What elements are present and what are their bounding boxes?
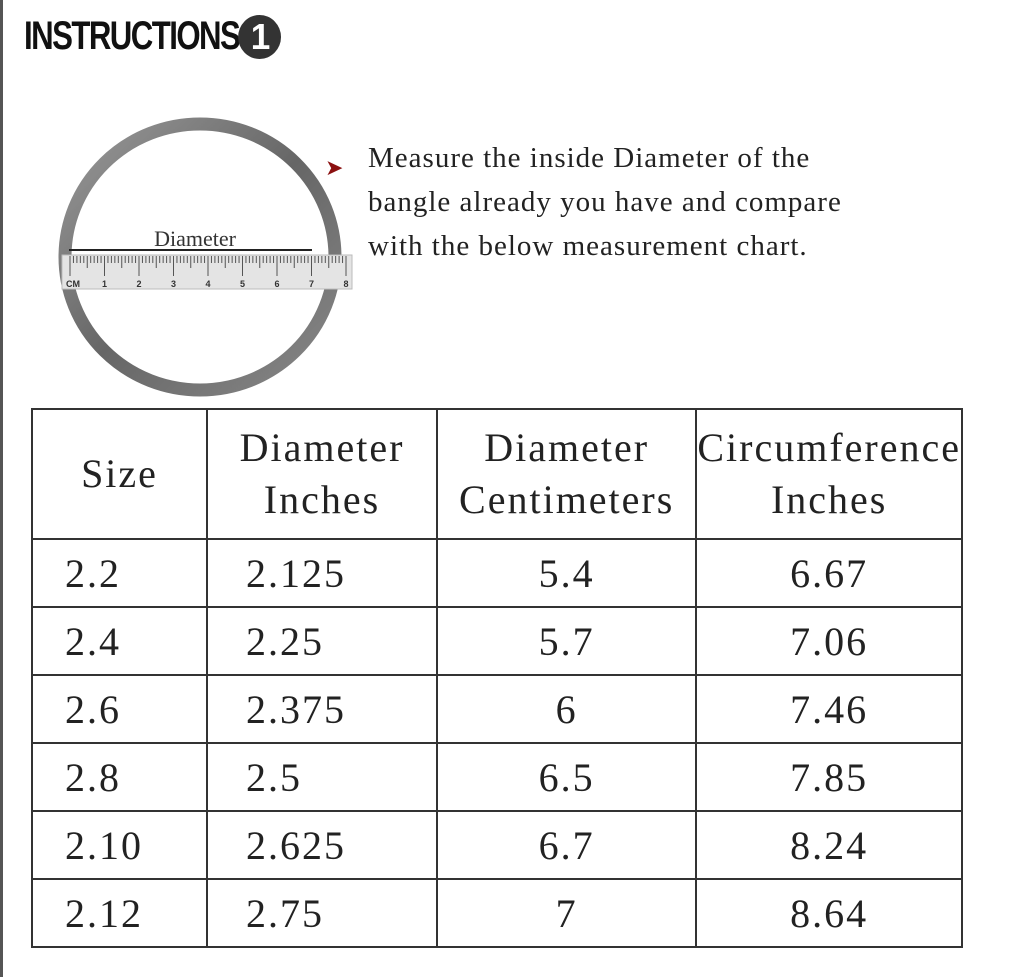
- header-line: Centimeters: [459, 477, 675, 522]
- header-line: Inches: [263, 477, 381, 522]
- circumference-inches-cell: 8.24: [695, 810, 963, 880]
- ruler-label: 1: [102, 279, 107, 289]
- instruction-text: ➤ Measure the inside Diameter of the ban…: [325, 136, 842, 268]
- size-cell: 2.10: [31, 810, 208, 880]
- table-row: 2.8 2.5 6.5 7.85: [31, 742, 963, 812]
- header-diameter-inches: Diameter Inches: [206, 408, 438, 540]
- size-cell: 2.8: [31, 742, 208, 812]
- table-row: 2.2 2.125 5.4 6.67: [31, 538, 963, 608]
- ruler: [61, 254, 353, 290]
- circumference-inches-cell: 7.85: [695, 742, 963, 812]
- diameter-inches-cell: 2.75: [206, 878, 438, 948]
- page-title: INSTRUCTIONS 1: [24, 14, 282, 59]
- diameter-label: Diameter: [154, 226, 237, 251]
- ruler-label: 6: [274, 279, 279, 289]
- step-number-badge: 1: [238, 14, 282, 59]
- header-line: Size: [81, 451, 158, 496]
- table-header-row: Size Diameter Inches Diameter Centimeters Cir…: [31, 408, 963, 540]
- ruler-unit: CM: [66, 279, 80, 289]
- instruction-line: bangle already you have and compare: [368, 186, 842, 218]
- circumference-inches-cell: 7.46: [695, 674, 963, 744]
- table-row: 2.10 2.625 6.7 8.24: [31, 810, 963, 880]
- circumference-inches-cell: 6.67: [695, 538, 963, 608]
- diameter-cm-cell: 6: [435, 674, 698, 744]
- title-text: INSTRUCTIONS: [24, 14, 241, 58]
- ruler-label: 3: [171, 279, 176, 289]
- diameter-inches-cell: 2.5: [206, 742, 438, 812]
- ruler-label: 2: [136, 279, 141, 289]
- diameter-inches-cell: 2.625: [206, 810, 438, 880]
- size-cell: 2.2: [31, 538, 208, 608]
- size-cell: 2.12: [31, 878, 208, 948]
- header-line: Inches: [770, 477, 888, 522]
- size-cell: 2.6: [31, 674, 208, 744]
- ruler-label: 5: [240, 279, 245, 289]
- size-chart-table: Size Diameter Inches Diameter Centimeters Cir…: [31, 408, 963, 948]
- header-size: Size: [31, 408, 208, 540]
- diameter-cm-cell: 5.4: [435, 538, 698, 608]
- circumference-inches-cell: 7.06: [695, 606, 963, 676]
- ruler-ticks: 1 2 3 4 5 6 7 8: [69, 256, 349, 289]
- diameter-cm-cell: 7: [435, 878, 698, 948]
- instruction-line: with the below measurement chart.: [368, 230, 808, 262]
- table-row: 2.12 2.75 7 8.64: [31, 878, 963, 948]
- diameter-cm-cell: 6.5: [435, 742, 698, 812]
- diameter-cm-cell: 6.7: [435, 810, 698, 880]
- instruction-line: Measure the inside Diameter of the: [368, 142, 811, 174]
- left-border: [0, 0, 3, 977]
- header-diameter-cm: Diameter Centimeters: [435, 408, 698, 540]
- size-cell: 2.4: [31, 606, 208, 676]
- diameter-inches-cell: 2.125: [206, 538, 438, 608]
- header-line: Diameter: [239, 425, 405, 470]
- circumference-inches-cell: 8.64: [695, 878, 963, 948]
- header-line: Diameter: [484, 425, 650, 470]
- table-row: 2.6 2.375 6 7.46: [31, 674, 963, 744]
- diameter-cm-cell: 5.7: [435, 606, 698, 676]
- header-circumference-inches: Circumference Inches: [695, 408, 963, 540]
- arrow-bullet-icon: ➤: [325, 155, 345, 180]
- table-row: 2.4 2.25 5.7 7.06: [31, 606, 963, 676]
- diameter-inches-cell: 2.375: [206, 674, 438, 744]
- ruler-label: 8: [343, 279, 348, 289]
- header-line: Circumference: [697, 425, 961, 470]
- ruler-label: 7: [309, 279, 314, 289]
- ruler-label: 4: [205, 279, 210, 289]
- diameter-inches-cell: 2.25: [206, 606, 438, 676]
- bangle-ruler-illustration: Diameter 1 2 3 4 5 6 7 8 CM: [58, 117, 353, 397]
